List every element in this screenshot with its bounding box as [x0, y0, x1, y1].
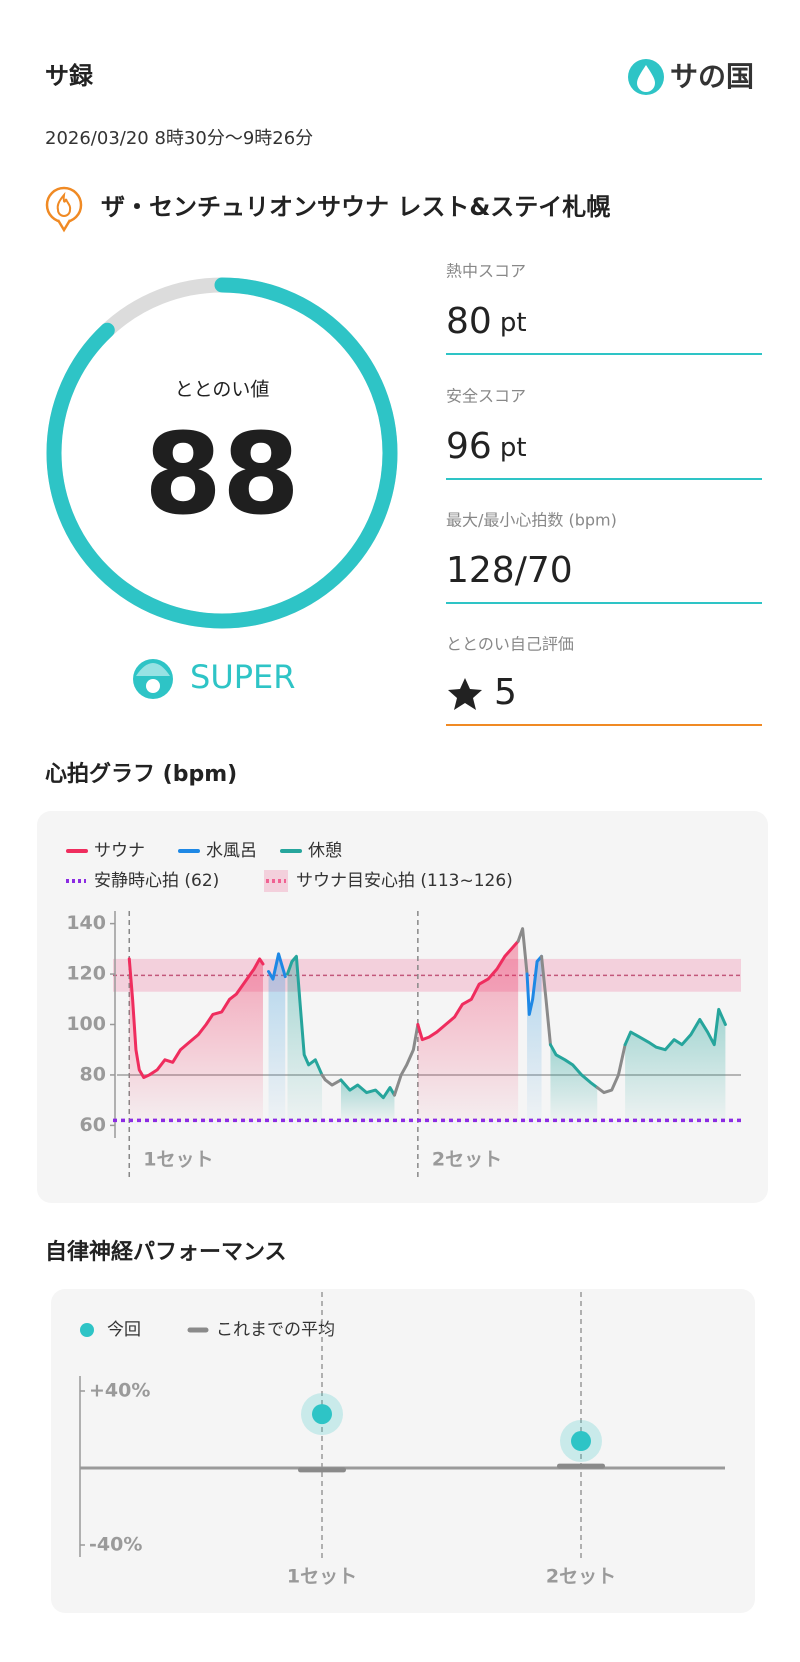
legend-swatch-bg [264, 870, 288, 892]
set-label: 2セット [432, 1149, 502, 1171]
area [417, 941, 519, 1121]
y-tick-label: +40% [89, 1380, 150, 1402]
area [268, 953, 286, 1121]
score-unit: pt [500, 308, 527, 338]
rank-icon-hat [136, 663, 170, 676]
gauge-value: 88 [144, 410, 300, 540]
average-bar [298, 1467, 346, 1473]
score-number: 80 [446, 301, 492, 342]
legend-label: サウナ [94, 841, 145, 861]
line [416, 939, 520, 1042]
legend-label: 安静時心拍 (62) [94, 871, 219, 891]
y-tick-label: 60 [80, 1114, 106, 1136]
current-dot [312, 1404, 332, 1425]
legend-label: 今回 [107, 1320, 141, 1340]
score-label: 安全スコア [446, 387, 526, 406]
line [623, 1007, 727, 1052]
y-tick-label: -40% [89, 1534, 142, 1556]
line [339, 1078, 396, 1100]
y-tick-label: 100 [66, 1013, 106, 1035]
section-title: 自律神経パフォーマンス [45, 1239, 287, 1265]
area [527, 956, 542, 1121]
legend-swatch [80, 1323, 94, 1337]
facility-flame [56, 191, 72, 217]
score-label: 最大/最小心拍数 (bpm) [446, 511, 617, 530]
score-number: 96 [446, 426, 492, 467]
line [320, 1073, 343, 1087]
legend-label: これまでの平均 [216, 1320, 335, 1340]
section-title: 心拍グラフ (bpm) [45, 761, 237, 787]
score-value: 96 pt [446, 426, 527, 467]
average-bar [557, 1463, 605, 1469]
score-label: 熱中スコア [446, 262, 526, 281]
area [550, 1044, 598, 1121]
score-label: ととのい自己評価 [446, 635, 574, 654]
y-tick-label: 140 [66, 912, 106, 934]
area [287, 956, 323, 1121]
facility-icon-tail [56, 219, 72, 233]
gauge-arc [46, 277, 398, 629]
facility-name: ザ・センチュリオンサウナ レスト&ステイ札幌 [101, 193, 610, 221]
area [625, 1009, 726, 1121]
y-tick-label: 120 [66, 963, 106, 985]
gauge-label: ととのい値 [175, 379, 270, 401]
chart-card [51, 1289, 755, 1613]
line [392, 1023, 420, 1097]
logo-text: サの国 [670, 60, 754, 93]
target-band [113, 958, 741, 992]
current-dot [571, 1431, 591, 1452]
datetime: 2026/03/20 8時30分〜9時26分 [45, 128, 313, 149]
line [595, 1043, 627, 1095]
star-icon [448, 678, 482, 710]
gauge [46, 277, 398, 629]
line [127, 957, 265, 1079]
score-unit: pt [500, 433, 527, 463]
page-title: サ録 [45, 62, 94, 90]
set-label: 1セット [143, 1149, 213, 1171]
area [340, 1079, 395, 1121]
legend-label: 水風呂 [206, 841, 257, 861]
line [516, 927, 529, 976]
line [548, 1043, 599, 1090]
rank: SUPER [190, 658, 295, 696]
x-tick-label: 2セット [546, 1566, 616, 1588]
legend-label: 休憩 [308, 841, 342, 861]
score-value: 128/70 [446, 550, 573, 591]
line [540, 954, 552, 1047]
score-value: 5 [494, 672, 517, 713]
rank-icon-face [146, 679, 160, 693]
chart-card [37, 811, 768, 1203]
logo-drop [637, 65, 655, 92]
score-value: 80 pt [446, 301, 527, 342]
line [525, 954, 544, 1016]
line [267, 952, 287, 981]
x-tick-label: 1セット [287, 1566, 357, 1588]
line [285, 954, 324, 1077]
autonomic-chart: 今回 これまでの平均 +40% -40% 1セット 2セット [79, 1292, 725, 1588]
y-tick-label: 80 [80, 1063, 106, 1085]
legend-label: サウナ目安心拍 (113~126) [296, 871, 513, 891]
